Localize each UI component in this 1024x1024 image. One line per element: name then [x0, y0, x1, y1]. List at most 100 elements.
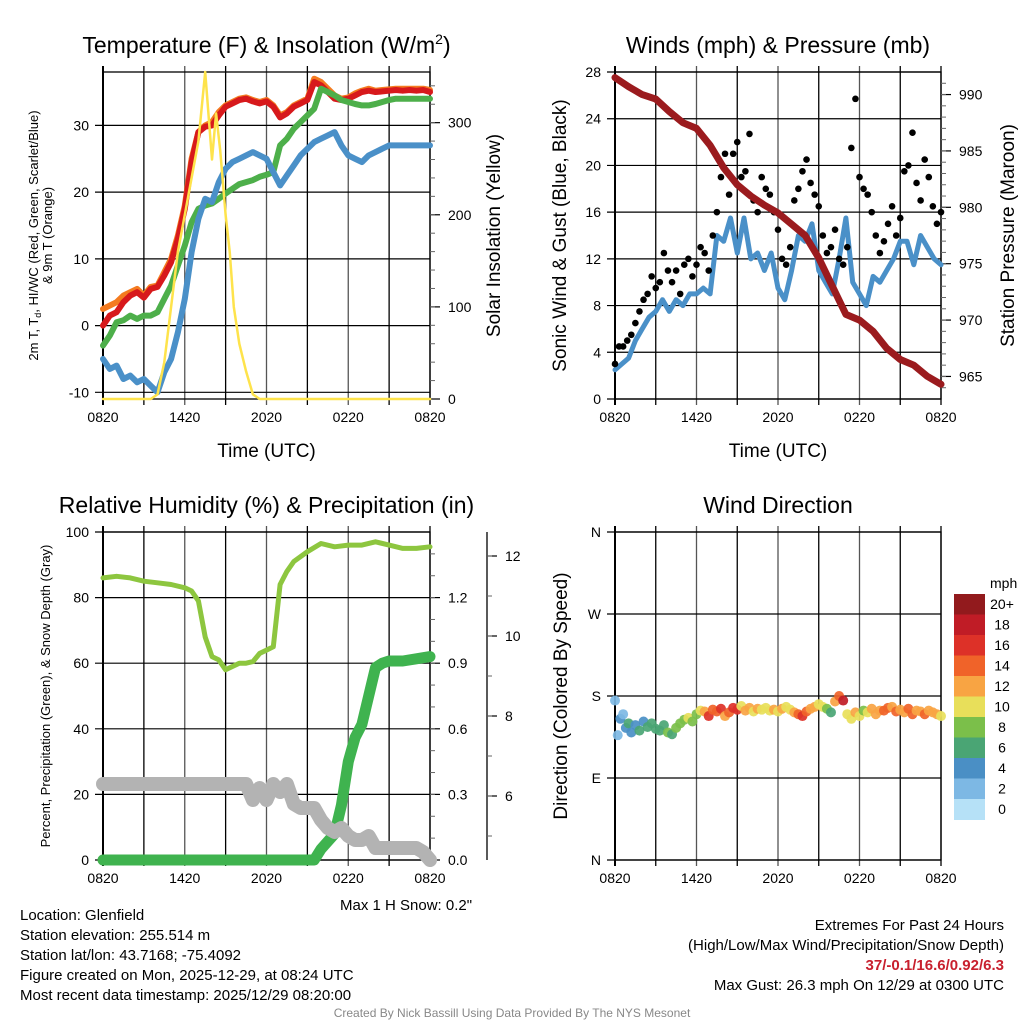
wind-gust-point: [896, 214, 904, 222]
rh-x-tick-label: 0820: [414, 870, 445, 886]
colorbar-swatch: [954, 799, 985, 820]
wind-gust-point: [652, 284, 660, 292]
temp-series-line-2: [100, 85, 433, 349]
rh-y-tick-label: 0: [81, 852, 89, 868]
dir-speed-point: [936, 711, 946, 722]
temp-y-tick-label: 20: [73, 184, 89, 200]
rh-series-line-1: [97, 651, 436, 866]
wind-x-tick-label: 1420: [681, 409, 712, 425]
colorbar-swatch: [954, 737, 985, 759]
colorbar-swatch: [954, 758, 985, 779]
temp-x-tick-label: 2020: [251, 409, 282, 425]
colorbar-label: 0: [998, 801, 1006, 817]
created-text: Figure created on Mon, 2025-12-29, at 08…: [20, 967, 354, 984]
wind-gust-point: [628, 331, 635, 339]
wind-gust-point: [909, 129, 916, 137]
colorbar-swatch: [954, 778, 985, 800]
dir-y-tick-label: N: [591, 524, 601, 540]
rh-x-tick-label: 1420: [169, 870, 200, 886]
wind-gust-point: [746, 130, 753, 138]
temp-title-part: Temperature (F) & Insolation (W/m: [82, 32, 435, 58]
colorbar-swatch: [954, 696, 985, 718]
elevation-text: Station elevation: 255.514 m: [20, 927, 211, 944]
temp-y-label-subscript: d: [33, 313, 43, 318]
rh-y-tick-label: 20: [73, 786, 89, 802]
wind-gust-point: [880, 238, 888, 245]
dir-speed-point: [825, 707, 836, 718]
wind-gust-point: [636, 308, 643, 315]
wind-gust-point: [835, 255, 843, 263]
dir-y-axis-label: Direction (Colored By Speed): [551, 572, 572, 819]
wind-x-tick-label: 0820: [599, 409, 630, 425]
dir-x-tick-label: 0220: [844, 870, 875, 886]
rh-y-tick-label: 100: [66, 524, 90, 540]
wind-gust-point: [611, 360, 619, 368]
wind-gust-point: [815, 203, 823, 210]
wind-gust-point: [860, 185, 867, 193]
colorbar-label: 14: [994, 658, 1010, 674]
rh-y-tick-label: 60: [73, 655, 89, 671]
dir-speed-point: [612, 730, 623, 741]
wind-gust-point: [758, 173, 765, 181]
wind-gust-point: [754, 208, 761, 216]
wind-gust-point: [937, 208, 945, 216]
rh-series-line-0: [100, 539, 433, 673]
extremes-box: Extremes For Past 24 Hours (High/Low/Max…: [688, 916, 1004, 996]
wind-gust-point: [701, 249, 708, 257]
extremes-values: 37/-0.1/16.6/0.92/6.3: [865, 957, 1004, 974]
colorbar-label: 12: [994, 678, 1010, 694]
colorbar-label: 6: [998, 740, 1006, 756]
wind-gust-point: [888, 203, 896, 210]
wind-y2-tick-label: 975: [959, 256, 983, 272]
rh-x-tick-label: 0820: [87, 870, 118, 886]
location-text: Location: Glenfield: [20, 907, 145, 924]
wind-gust-point: [856, 173, 863, 181]
colorbar-label: 8: [998, 719, 1006, 735]
wind-gust-point: [852, 95, 859, 103]
colorbar-swatch: [954, 717, 985, 738]
temp-y-tick-label: 0: [81, 318, 89, 334]
wind-gust-point: [623, 337, 631, 344]
wind-y-tick-label: 16: [585, 204, 601, 220]
temp-series-line-4: [101, 70, 432, 401]
wind-x-tick-label: 2020: [762, 409, 793, 425]
wind-y2-tick-label: 970: [959, 312, 983, 328]
wind-gust-point: [742, 167, 749, 175]
temp-title-superscript: 2: [435, 31, 443, 47]
wind-y-tick-label: 0: [593, 391, 601, 407]
rh-snow-y2-tick-label: 12: [505, 548, 521, 564]
colorbar-label: 10: [994, 699, 1010, 715]
temp-y-axis-label-line2: & 9m T (Orange): [40, 187, 55, 284]
wind-gust-point: [668, 278, 676, 286]
wind-y-tick-label: 8: [593, 298, 601, 314]
temp-title: Temperature (F) & Insolation (W/m2): [82, 31, 450, 58]
dir-x-tick-label: 0820: [599, 870, 630, 886]
wind-gust-point: [762, 185, 770, 193]
wind-series-line-2: [611, 74, 945, 388]
colorbar-swatch: [954, 614, 985, 636]
rh-snow-y2-tick-label: 6: [505, 788, 513, 804]
wind-y-tick-label: 24: [585, 111, 601, 127]
dir-y-tick-label: N: [591, 852, 601, 868]
dir-speed-point: [610, 695, 620, 706]
extremes-subheading: (High/Low/Max Wind/Precipitation/Snow De…: [688, 937, 1004, 954]
wind-gust-point: [709, 232, 717, 239]
wind-y-axis-label: Sonic Wind & Gust (Blue, Black): [550, 99, 571, 371]
dir-x-tick-label: 1420: [681, 870, 712, 886]
latest-timestamp-text: Most recent data timestamp: 2025/12/29 0…: [20, 987, 352, 1004]
wind-y2-axis-label: Station Pressure (Maroon): [998, 124, 1019, 347]
wind-gust-point: [868, 208, 876, 216]
rh-y2-tick-label: 1.2: [448, 590, 468, 606]
colorbar-label: 18: [994, 617, 1010, 633]
temperature-panel: 0820 1420 2020 0220 0820-1001020300100200300…: [26, 31, 505, 462]
rh-y2-tick-label: 0.9: [448, 655, 468, 671]
wind-gust-point: [656, 278, 664, 286]
wind-gust-point: [685, 255, 692, 263]
wind-gust-point: [689, 273, 696, 280]
latlon-text: Station lat/lon: 43.7168; -75.4092: [20, 947, 242, 964]
dir-speed-point: [715, 703, 726, 714]
colorbar-swatch: [954, 676, 985, 697]
dir-x-tick-label: 0820: [925, 870, 956, 886]
temp-y2-tick-label: 300: [448, 115, 472, 131]
colorbar-swatch: [954, 635, 985, 656]
